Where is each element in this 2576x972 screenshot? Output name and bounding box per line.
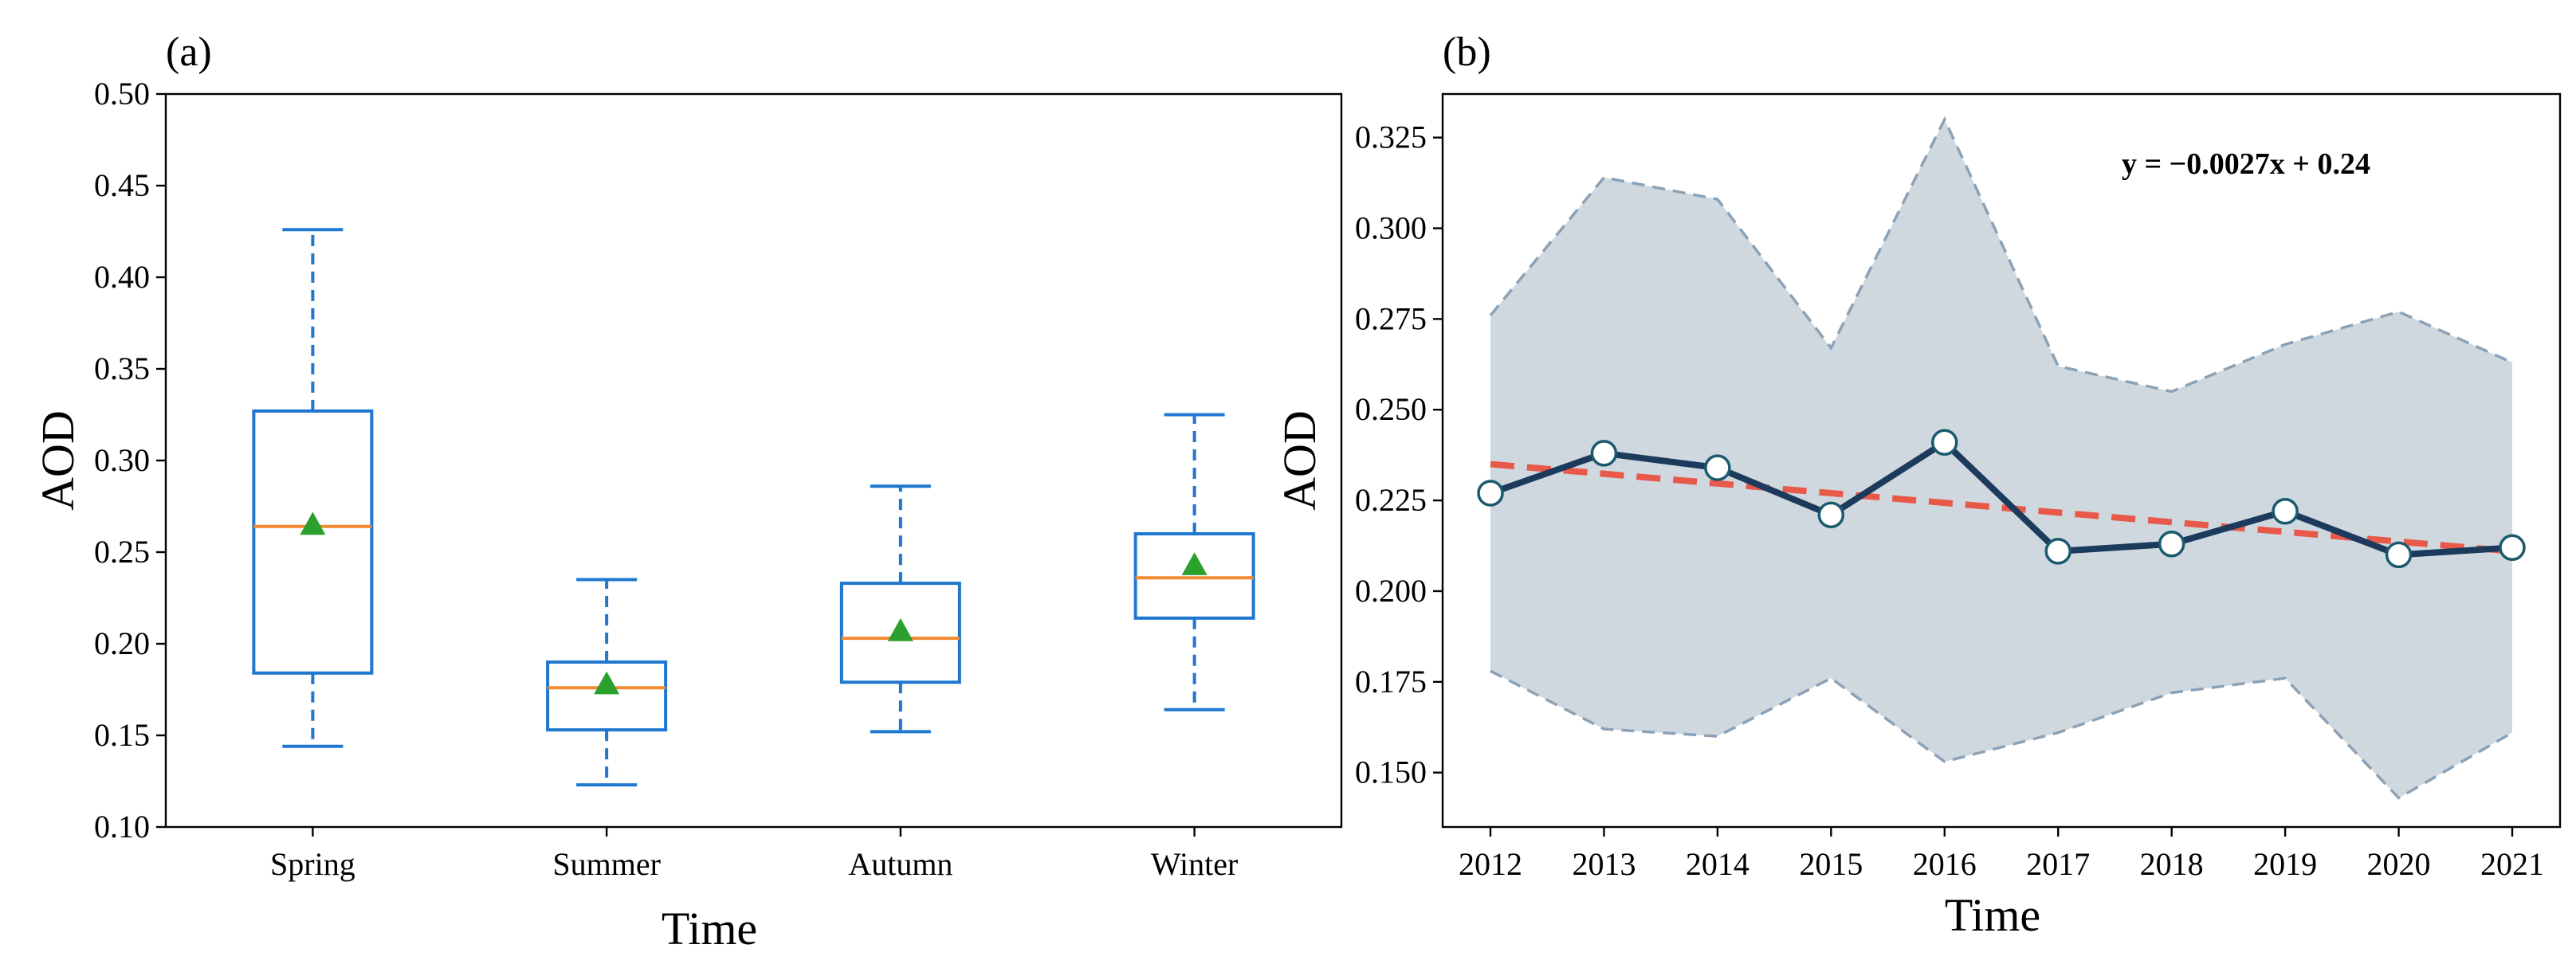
y-tick-label: 0.250 bbox=[1355, 391, 1427, 427]
iqr-box bbox=[252, 409, 374, 675]
iqr-box bbox=[1133, 532, 1255, 620]
y-tick-label: 0.275 bbox=[1355, 300, 1427, 336]
mean-marker bbox=[887, 617, 913, 641]
panel-a-x-axis-label: Time bbox=[662, 903, 757, 954]
panel-a-x-ticks: Spring Summer Autumn Winter bbox=[270, 827, 1238, 882]
y-tick-label: 0.45 bbox=[94, 167, 150, 203]
y-tick-label: 0.30 bbox=[94, 442, 150, 478]
y-tick-label: 0.40 bbox=[94, 259, 150, 295]
y-tick-label: 0.35 bbox=[94, 351, 150, 386]
mean-marker bbox=[300, 511, 326, 535]
mean-line bbox=[1489, 439, 2513, 559]
y-tick-label: 0.225 bbox=[1355, 482, 1427, 518]
panel-a-frame bbox=[164, 92, 1343, 829]
panel-a-y-ticks: 0.10 0.15 0.20 0.25 0.30 0.35 0.40 0.45 0.50 bbox=[94, 76, 166, 845]
mean-point-2021 bbox=[2499, 534, 2526, 562]
x-tick-label: 2015 bbox=[1799, 846, 1863, 882]
mean-point-2014 bbox=[1704, 454, 1731, 481]
panel-a: (a) 0.10 0.15 0.20 0.25 0.30 0.35 0.40 0.45 0.50… bbox=[32, 29, 1343, 954]
x-tick-label: 2018 bbox=[2140, 846, 2204, 882]
box-autumn bbox=[839, 484, 961, 734]
panel-a-marks bbox=[252, 228, 1255, 787]
y-tick-label: 0.20 bbox=[94, 625, 150, 661]
panel-b-x-ticks: 2012 2013 2014 2015 2016 2017 2018 2019 2020 2021 bbox=[1459, 827, 2544, 882]
mean-point-2019 bbox=[2272, 498, 2299, 525]
mean-point-2017 bbox=[2044, 538, 2071, 565]
mean-point-2015 bbox=[1817, 501, 1845, 529]
y-tick-label: 0.150 bbox=[1355, 754, 1427, 790]
y-tick-label: 0.50 bbox=[94, 76, 150, 112]
trend-line bbox=[1490, 461, 2513, 555]
panel-b-x-axis-label: Time bbox=[1945, 889, 2040, 941]
mean-marker bbox=[1181, 552, 1208, 575]
mean-marker bbox=[594, 671, 620, 695]
x-tick-label: Summer bbox=[552, 846, 661, 882]
x-tick-label: Autumn bbox=[848, 846, 952, 882]
x-tick-label: 2014 bbox=[1686, 846, 1749, 882]
x-tick-label: 2013 bbox=[1572, 846, 1636, 882]
y-tick-label: 0.300 bbox=[1355, 210, 1427, 246]
panel-b-y-ticks: 0.150 0.175 0.200 0.225 0.250 0.275 0.300 0.325 bbox=[1355, 120, 1443, 790]
mean-point-2013 bbox=[1590, 440, 1618, 467]
panel-b-frame bbox=[1441, 92, 2562, 829]
mean-point-2020 bbox=[2385, 541, 2413, 569]
y-tick-label: 0.325 bbox=[1355, 120, 1427, 155]
panel-b-marks bbox=[1477, 116, 2526, 800]
iqr-box bbox=[546, 660, 668, 732]
x-tick-label: 2021 bbox=[2480, 846, 2544, 882]
x-tick-label: 2020 bbox=[2367, 846, 2431, 882]
mean-point-2012 bbox=[1477, 480, 1504, 507]
panel-b-y-axis-label: AOD bbox=[1274, 410, 1325, 511]
mean-point-2016 bbox=[1931, 429, 1958, 456]
panel-b: (b) 0.1500.1750.2000.2250.2500.2750.3000… bbox=[1274, 29, 2562, 941]
trend-equation: y = −0.0027x + 0.24 bbox=[2122, 147, 2370, 181]
x-tick-label: 2019 bbox=[2253, 846, 2317, 882]
x-tick-label: Spring bbox=[270, 846, 355, 882]
x-tick-label: 2017 bbox=[2026, 846, 2090, 882]
range-band bbox=[1490, 119, 2512, 798]
panel-a-label: (a) bbox=[166, 29, 212, 75]
y-tick-label: 0.10 bbox=[94, 809, 150, 845]
x-tick-label: Winter bbox=[1151, 846, 1238, 882]
box-summer bbox=[546, 578, 668, 787]
lower-bound-line bbox=[1490, 669, 2513, 800]
panel-a-y-axis-label: AOD bbox=[32, 410, 84, 511]
y-tick-label: 0.25 bbox=[94, 534, 150, 570]
mean-point-2018 bbox=[2158, 531, 2185, 558]
y-tick-label: 0.200 bbox=[1355, 573, 1427, 609]
panel-b-label: (b) bbox=[1443, 29, 1491, 75]
y-tick-label: 0.175 bbox=[1355, 664, 1427, 700]
iqr-box bbox=[839, 582, 961, 684]
upper-bound-line bbox=[1489, 116, 2513, 394]
x-tick-label: 2012 bbox=[1459, 846, 1522, 882]
box-winter bbox=[1133, 413, 1255, 711]
x-tick-label: 2016 bbox=[1913, 846, 1977, 882]
box-spring bbox=[252, 228, 374, 748]
y-tick-label: 0.15 bbox=[94, 717, 150, 753]
